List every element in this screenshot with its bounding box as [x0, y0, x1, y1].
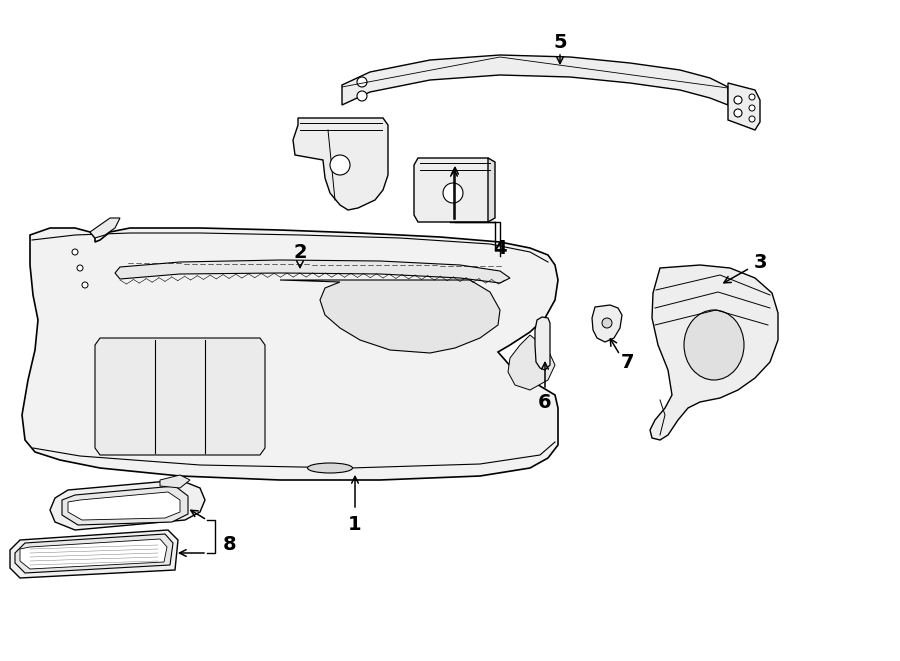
Circle shape	[357, 77, 367, 87]
Text: 1: 1	[348, 516, 362, 535]
Polygon shape	[508, 335, 555, 390]
Circle shape	[82, 282, 88, 288]
Circle shape	[443, 183, 463, 203]
Polygon shape	[414, 158, 492, 222]
Polygon shape	[488, 158, 495, 222]
Polygon shape	[535, 317, 550, 370]
Circle shape	[734, 96, 742, 104]
Polygon shape	[20, 539, 167, 569]
Polygon shape	[15, 534, 173, 573]
Polygon shape	[728, 83, 760, 130]
Polygon shape	[22, 228, 558, 480]
Circle shape	[72, 249, 78, 255]
Circle shape	[357, 91, 367, 101]
Polygon shape	[342, 55, 728, 105]
Polygon shape	[62, 486, 188, 525]
Circle shape	[77, 265, 83, 271]
Polygon shape	[50, 480, 205, 530]
Polygon shape	[293, 118, 388, 210]
Text: 5: 5	[554, 34, 567, 52]
Polygon shape	[592, 305, 622, 342]
Circle shape	[734, 109, 742, 117]
Circle shape	[330, 155, 350, 175]
Polygon shape	[90, 218, 120, 238]
Ellipse shape	[684, 310, 744, 380]
Circle shape	[602, 318, 612, 328]
Polygon shape	[280, 280, 500, 353]
Text: 7: 7	[621, 354, 634, 373]
Text: 8: 8	[223, 535, 237, 555]
Text: 2: 2	[293, 243, 307, 262]
Polygon shape	[160, 475, 190, 488]
Text: 6: 6	[538, 393, 552, 412]
Polygon shape	[95, 338, 265, 455]
Ellipse shape	[308, 463, 353, 473]
Circle shape	[749, 105, 755, 111]
Text: 3: 3	[753, 253, 767, 272]
Text: 4: 4	[493, 239, 507, 258]
Polygon shape	[68, 492, 180, 520]
Polygon shape	[10, 530, 178, 578]
Polygon shape	[650, 265, 778, 440]
Polygon shape	[115, 260, 510, 283]
Circle shape	[749, 94, 755, 100]
Circle shape	[749, 116, 755, 122]
